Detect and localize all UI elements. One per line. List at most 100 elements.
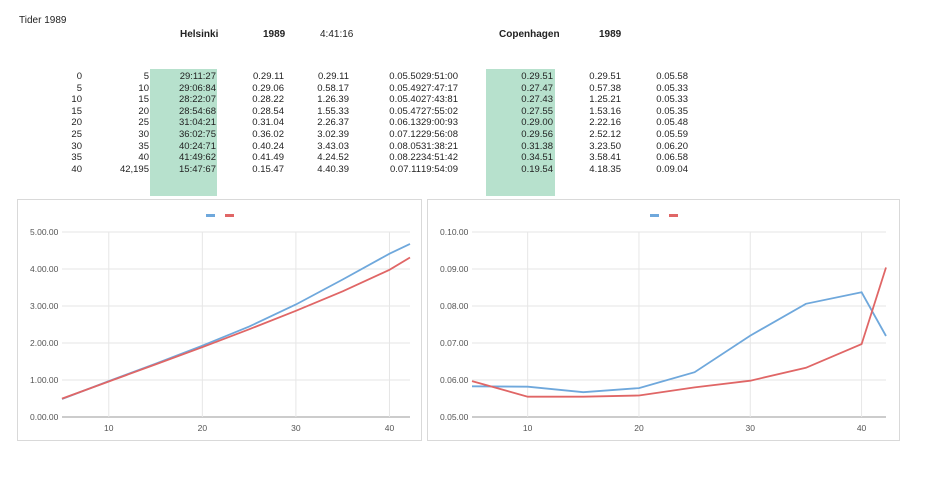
table-cell[interactable]: 0.57.38 xyxy=(589,82,621,94)
table-cell[interactable]: 15 xyxy=(138,94,149,106)
table-cell[interactable]: 10 xyxy=(138,82,149,94)
table-cell[interactable]: 27:43:81 xyxy=(421,94,458,106)
table-cell[interactable]: 25 xyxy=(138,117,149,129)
table-cell[interactable]: 40:24:71 xyxy=(179,140,216,152)
table-cell[interactable]: 41:49:62 xyxy=(179,152,216,164)
copenhagen-year[interactable]: 1989 xyxy=(599,29,622,40)
table-cell[interactable]: 1.26.39 xyxy=(317,94,349,106)
table-cell[interactable]: 0.31.04 xyxy=(252,117,284,129)
table-cell[interactable]: 10 xyxy=(71,94,82,106)
table-cell[interactable]: 0.29.51 xyxy=(589,71,621,82)
table-cell[interactable]: 3.58.41 xyxy=(589,152,621,164)
table-cell[interactable]: 4.18.35 xyxy=(589,163,621,175)
table-cell[interactable]: 0.27.43 xyxy=(521,94,553,106)
table-cell[interactable]: 29:00:93 xyxy=(421,117,458,129)
table-cell[interactable]: 30 xyxy=(138,129,149,140)
table-cell[interactable]: 0.07.11 xyxy=(390,163,421,175)
table-cell[interactable]: 0.29.11 xyxy=(253,71,284,82)
table-cell[interactable]: 3.02.39 xyxy=(317,129,349,140)
table-cell[interactable]: 0.05.33 xyxy=(656,94,688,106)
table-cell[interactable]: 0.34.51 xyxy=(521,152,553,164)
table-cell[interactable]: 1.25.21 xyxy=(589,94,621,106)
table-cell[interactable]: 0.29.00 xyxy=(521,117,553,129)
table-cell[interactable]: 29:56:08 xyxy=(421,129,458,140)
table-cell[interactable]: 0.05.49 xyxy=(389,82,421,94)
table-cell[interactable]: 0.08.22 xyxy=(389,152,421,164)
helsinki-total-time[interactable]: 4:41:16 xyxy=(320,29,354,40)
helsinki-year[interactable]: 1989 xyxy=(263,29,286,40)
table-cell[interactable]: 0.28.22 xyxy=(252,94,284,106)
table-cell[interactable]: 40 xyxy=(138,152,149,164)
table-cell[interactable]: 0.19.54 xyxy=(521,163,553,175)
table-cell[interactable]: 42,195 xyxy=(119,163,149,175)
table-cell[interactable]: 0.29.11 xyxy=(318,71,349,82)
table-cell[interactable]: 20 xyxy=(138,105,149,117)
table-cell[interactable]: 0.31.38 xyxy=(521,140,553,152)
helsinki-header[interactable]: Helsinki xyxy=(180,29,219,40)
helsinki-chart[interactable]: 0.00.00 1.00.00 2.00.00 3.00.00 4.00.00 5.00.… xyxy=(17,199,422,441)
table-cell[interactable]: 0.08.05 xyxy=(389,140,421,152)
table-cell[interactable]: 0.58.17 xyxy=(317,82,349,94)
table-cell[interactable]: 0.40.24 xyxy=(252,140,284,152)
table-cell[interactable]: 0.41.49 xyxy=(252,152,284,164)
table-cell[interactable]: 0.27.55 xyxy=(521,105,553,117)
table-cell[interactable]: 0.15.47 xyxy=(252,163,284,175)
table-cell[interactable]: 0.06.58 xyxy=(656,152,688,164)
table-cell[interactable]: 0.29.56 xyxy=(521,129,553,140)
table-cell[interactable]: 0 xyxy=(76,71,82,82)
copenhagen-chart[interactable]: 0.05.00 0.06.00 0.07.00 0.08.00 0.09.00 0.10.… xyxy=(427,199,900,441)
table-cell[interactable]: 29:11:27 xyxy=(179,71,216,82)
table-cell[interactable]: 3.43.03 xyxy=(317,140,349,152)
copenhagen-header[interactable]: Copenhagen xyxy=(499,29,560,40)
table-cell[interactable]: 25 xyxy=(71,129,82,140)
table-cell[interactable]: 3.23.50 xyxy=(589,140,621,152)
x-tick-label: 40 xyxy=(385,423,395,433)
table-cell[interactable]: 15:47:67 xyxy=(179,163,216,175)
table-cell[interactable]: 0.05.33 xyxy=(656,82,688,94)
table-cell[interactable]: 1.53.16 xyxy=(589,105,621,117)
table-cell[interactable]: 36:02:75 xyxy=(179,129,216,140)
table-cell[interactable]: 0.29.51 xyxy=(521,71,553,82)
table-cell[interactable]: 0.05.50 xyxy=(389,71,421,82)
table-cell[interactable]: 30 xyxy=(71,140,82,152)
table-cell[interactable]: 5 xyxy=(143,71,149,82)
table-cell[interactable]: 0.05.35 xyxy=(656,105,688,117)
table-cell[interactable]: 27:55:02 xyxy=(421,105,458,117)
table-cell[interactable]: 0.06.20 xyxy=(656,140,688,152)
table-cell[interactable]: 34:51:42 xyxy=(421,152,458,164)
table-cell[interactable]: 27:47:17 xyxy=(421,82,458,94)
table-cell[interactable]: 40 xyxy=(71,163,82,175)
table-cell[interactable]: 4.40.39 xyxy=(317,163,349,175)
table-cell[interactable]: 35 xyxy=(138,140,149,152)
table-cell[interactable]: 28:22:07 xyxy=(179,94,216,106)
table-cell[interactable]: 2.26.37 xyxy=(317,117,349,129)
table-cell[interactable]: 0.28.54 xyxy=(252,105,284,117)
table-cell[interactable]: 0.07.12 xyxy=(389,129,421,140)
table-cell[interactable]: 0.05.58 xyxy=(656,71,688,82)
table-cell[interactable]: 19:54:09 xyxy=(421,163,458,175)
table-cell[interactable]: 31:04:21 xyxy=(179,117,216,129)
table-cell[interactable]: 28:54:68 xyxy=(179,105,216,117)
table-cell[interactable]: 2.22.16 xyxy=(589,117,621,129)
table-cell[interactable]: 4.24.52 xyxy=(317,152,349,164)
table-cell[interactable]: 0.06.13 xyxy=(389,117,421,129)
table-cell[interactable]: 0.09.04 xyxy=(656,163,688,175)
table-cell[interactable]: 15 xyxy=(71,105,82,117)
table-cell[interactable]: 0.05.40 xyxy=(389,94,421,106)
table-cell[interactable]: 20 xyxy=(71,117,82,129)
table-cell[interactable]: 0.27.47 xyxy=(521,82,553,94)
table-cell[interactable]: 1.55.33 xyxy=(317,105,349,117)
table-cell[interactable]: 0.05.59 xyxy=(656,129,688,140)
table-cell[interactable]: 29:51:00 xyxy=(421,71,458,82)
table-cell[interactable]: 31:38:21 xyxy=(421,140,458,152)
table-cell[interactable]: 0.05.48 xyxy=(656,117,688,129)
table-cell[interactable]: 29:06:84 xyxy=(179,82,216,94)
table-cell[interactable]: 5 xyxy=(76,82,82,94)
table-cell[interactable]: 0.05.47 xyxy=(389,105,421,117)
table-cell[interactable]: 0.36.02 xyxy=(252,129,284,140)
table-cell[interactable]: 2.52.12 xyxy=(589,129,621,140)
y-tick-label: 5.00.00 xyxy=(30,227,59,237)
table-cell[interactable]: 35 xyxy=(71,152,82,164)
table-cell[interactable]: 0.29.06 xyxy=(252,82,284,94)
y-tick-label: 0.06.00 xyxy=(440,375,469,385)
